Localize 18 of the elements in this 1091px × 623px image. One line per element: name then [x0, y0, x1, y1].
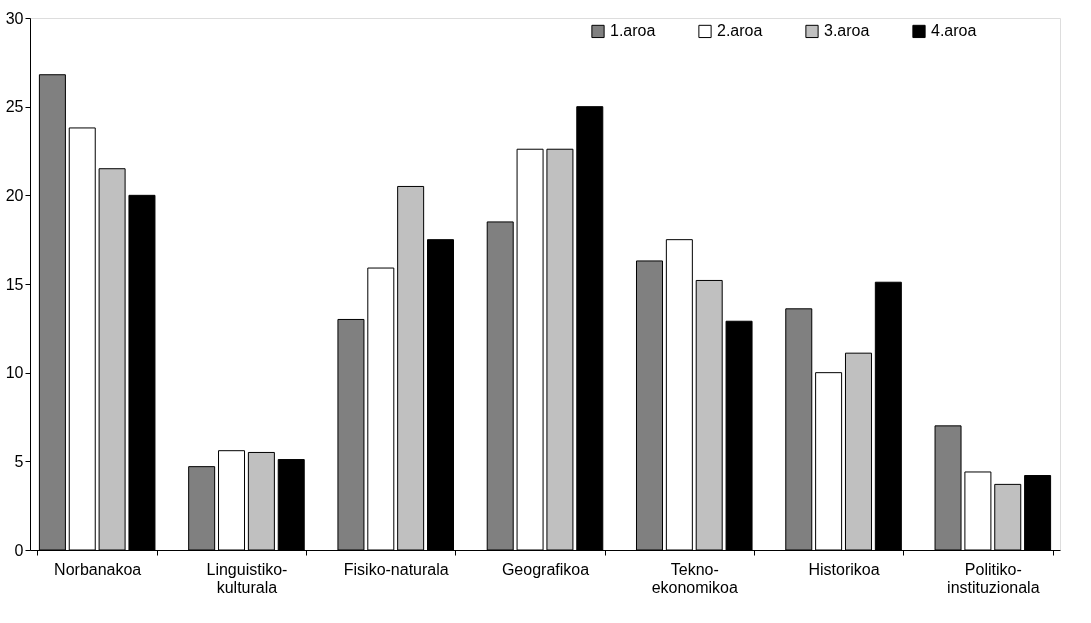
- y-tick-label: 25: [5, 98, 24, 116]
- x-tick-label: Tekno- ekonomikoa: [651, 560, 739, 596]
- x-tick-label: Historikoa: [808, 560, 880, 578]
- legend-label: 3.aroa: [824, 22, 870, 40]
- y-tick-label: 30: [5, 9, 24, 27]
- legend-label: 4.aroa: [931, 22, 977, 40]
- legend-label: 1.aroa: [610, 22, 656, 40]
- x-tick-label: Geografikoa: [501, 560, 590, 578]
- y-tick-label: 20: [5, 186, 24, 204]
- y-tick-label: 10: [5, 364, 24, 382]
- x-tick-label: Fisiko-naturala: [343, 560, 449, 578]
- y-tick-label: 15: [5, 275, 24, 293]
- y-tick-label: 0: [14, 541, 24, 559]
- x-tick-label: Politiko- instituzionala: [947, 560, 1040, 596]
- x-tick-label: Norbanakoa: [54, 560, 142, 578]
- legend-label: 2.aroa: [717, 22, 763, 40]
- y-tick-label: 5: [14, 452, 24, 470]
- x-tick-label: Linguistiko- kulturala: [206, 560, 288, 596]
